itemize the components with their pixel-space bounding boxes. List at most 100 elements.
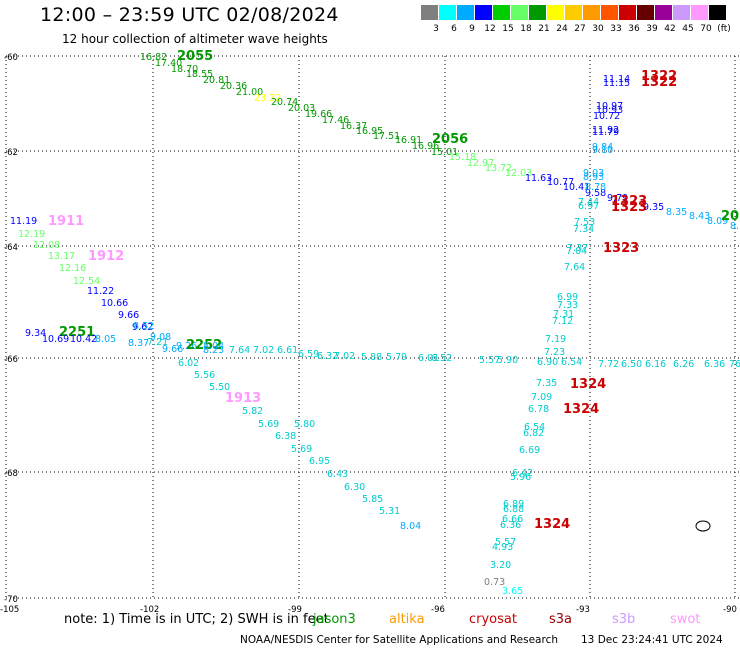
swh-value: 5.56 bbox=[194, 370, 215, 381]
generation-timestamp: 13 Dec 23:24:41 UTC 2024 bbox=[581, 634, 723, 646]
swh-value: 9.79 bbox=[607, 193, 628, 204]
swh-value: 5.85 bbox=[362, 494, 383, 505]
swh-value: 9.10 bbox=[592, 145, 613, 156]
swh-value: 9.34 bbox=[25, 328, 46, 339]
pass-time-label: 2252 bbox=[186, 338, 222, 353]
colorbar-label: 3 bbox=[433, 24, 439, 34]
colorbar-swatch bbox=[601, 5, 618, 20]
map-grid bbox=[5, 55, 740, 600]
map-tick-labels: -60 -62 -64 -66 -68 -70-105 -102 -99 -96 -93 -90 bbox=[0, 53, 737, 615]
colorbar-swatch bbox=[655, 5, 672, 20]
latitude-tick-label: -66 bbox=[4, 355, 18, 365]
swh-value: 8.43 bbox=[689, 211, 710, 222]
swh-value: 9.58 bbox=[585, 188, 606, 199]
longitude-tick-label: -105 bbox=[0, 605, 19, 615]
colorbar-swatch bbox=[619, 5, 636, 20]
swh-value: 7.31 bbox=[553, 309, 574, 320]
swh-value: 7.64 bbox=[564, 262, 585, 273]
swh-value: 7.21 bbox=[147, 337, 168, 348]
swh-value: 6.54 bbox=[561, 357, 582, 368]
swh-value: 7.09 bbox=[531, 392, 552, 403]
swh-value: 5.69 bbox=[258, 419, 279, 430]
swh-value: 13.17 bbox=[48, 251, 75, 262]
swh-value: 76 bbox=[729, 359, 740, 370]
colorbar-swatch bbox=[511, 5, 528, 20]
swh-value: 16.96 bbox=[412, 141, 439, 152]
colorbar-swatch bbox=[529, 5, 546, 20]
satellite-legend-item: s3a bbox=[549, 612, 573, 627]
swh-value: 7.04 bbox=[566, 246, 587, 257]
swh-value: 7.02 bbox=[253, 345, 274, 356]
colorbar-label: 27 bbox=[574, 24, 586, 34]
map-title: 12:00 – 23:59 UTC 02/08/2024 bbox=[40, 4, 339, 26]
longitude-tick-label: -90 bbox=[723, 605, 737, 615]
pass-time-label: 2056 bbox=[432, 132, 468, 147]
swh-value: 6.32 bbox=[317, 351, 338, 362]
swh-value: 20.81 bbox=[203, 75, 230, 86]
swh-value: 11.92 bbox=[592, 125, 619, 136]
swh-value: 5.96 bbox=[510, 472, 531, 483]
swh-value: 9.26 bbox=[176, 341, 197, 352]
swh-value: 6.90 bbox=[537, 357, 558, 368]
swh-value: 6.30 bbox=[344, 482, 365, 493]
colorbar-swatch bbox=[691, 5, 708, 20]
swh-value: 7.72 bbox=[598, 359, 619, 370]
swh-value: 10.93 bbox=[596, 105, 623, 116]
colorbar-label: (ft) bbox=[717, 24, 731, 34]
swh-value: 8.37 bbox=[128, 338, 149, 349]
swh-value: 4.93 bbox=[492, 542, 513, 553]
swh-labels: 16.82 205517.4018.7018.5520.8120.3621.002… bbox=[10, 49, 740, 597]
pass-time-label: 1324 bbox=[563, 402, 599, 417]
swh-value: 5.80 bbox=[294, 419, 315, 430]
swh-value: 6.36 bbox=[704, 359, 725, 370]
swh-value: 6.78 bbox=[528, 404, 549, 415]
colorbar-swatch bbox=[475, 5, 492, 20]
colorbar-label: 21 bbox=[538, 24, 550, 34]
satellite-legend-item: jason3 bbox=[313, 612, 356, 627]
swh-value: 16.95 bbox=[356, 126, 383, 137]
swh-value: 10.69 bbox=[42, 334, 69, 345]
colorbar-label: 39 bbox=[646, 24, 658, 34]
swh-value: 6.59 bbox=[298, 349, 319, 360]
colorbar-label: 42 bbox=[664, 24, 676, 34]
swh-value: 23.32 bbox=[254, 93, 281, 104]
credit-line: NOAA/NESDIS Center for Satellite Applica… bbox=[240, 634, 558, 646]
satellite-legend-item: cryosat bbox=[469, 612, 517, 627]
latitude-tick-label: -70 bbox=[4, 595, 18, 605]
swh-value: 6.95 bbox=[309, 456, 330, 467]
swh-value: 8.93 bbox=[583, 172, 604, 183]
swh-value: 6.69 bbox=[519, 445, 540, 456]
swh-value: 7.19 bbox=[545, 334, 566, 345]
colorbar-swatch bbox=[421, 5, 438, 20]
colorbar-swatch bbox=[457, 5, 474, 20]
swh-value: 7.12 bbox=[552, 316, 573, 327]
swh-value: 17.51 bbox=[373, 131, 400, 142]
pass-time-label: 1323 bbox=[611, 200, 647, 215]
swh-value: 18.55 bbox=[186, 69, 213, 80]
pass-time-label: 1322 bbox=[641, 69, 677, 84]
swh-value: 8.23 bbox=[203, 345, 224, 356]
colorbar-label: 15 bbox=[502, 24, 514, 34]
swh-value: 20.03 bbox=[288, 103, 315, 114]
swh-value: 7.64 bbox=[229, 345, 250, 356]
swh-value: 20.36 bbox=[220, 81, 247, 92]
swh-value: 6.88 bbox=[503, 504, 524, 515]
swh-value: 12.08 bbox=[33, 240, 60, 251]
swh-value: 16.91 bbox=[395, 135, 422, 146]
swh-value: 5.79 bbox=[386, 352, 407, 363]
footer-note: note: 1) Time is in UTC; 2) SWH is in fe… bbox=[64, 612, 329, 627]
swh-value: 16.37 bbox=[340, 121, 367, 132]
swh-value: 7.35 bbox=[536, 378, 557, 389]
satellite-legend-item: swot bbox=[670, 612, 701, 627]
pass-time-label: 20 bbox=[721, 209, 739, 224]
colorbar-label: 30 bbox=[592, 24, 604, 34]
swh-value: 8.05 bbox=[95, 334, 116, 345]
swh-value: 9.66 bbox=[162, 344, 183, 355]
satellite-legend-item: altika bbox=[389, 612, 425, 627]
swh-value: 11.63 bbox=[525, 173, 552, 184]
swh-value: 11.14 bbox=[603, 74, 630, 85]
colorbar-swatch bbox=[439, 5, 456, 20]
colorbar-label: 6 bbox=[451, 24, 457, 34]
swh-value: 3.65 bbox=[502, 586, 523, 597]
swh-value: 11.19 bbox=[10, 216, 37, 227]
